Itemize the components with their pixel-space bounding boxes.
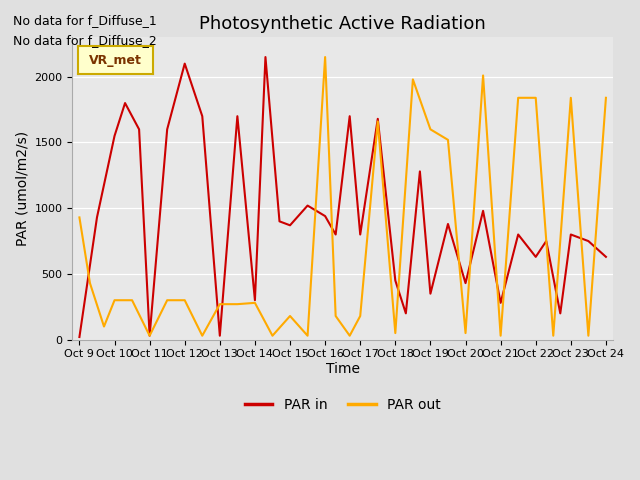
PAR out: [181, 297, 189, 303]
PAR in: [304, 203, 312, 208]
PAR in: [356, 232, 364, 238]
PAR out: [532, 95, 540, 101]
PAR in: [427, 291, 435, 297]
PAR out: [286, 313, 294, 319]
PAR out: [567, 95, 575, 101]
PAR out: [234, 301, 241, 307]
Text: No data for f_Diffuse_1: No data for f_Diffuse_1: [13, 14, 157, 27]
PAR out: [251, 300, 259, 306]
PAR in: [198, 113, 206, 119]
Line: PAR out: PAR out: [79, 57, 606, 336]
PAR in: [374, 116, 381, 122]
PAR out: [216, 301, 223, 307]
PAR out: [163, 297, 171, 303]
PAR in: [251, 297, 259, 303]
Line: PAR in: PAR in: [79, 57, 606, 337]
PAR in: [111, 133, 118, 139]
PAR out: [332, 313, 339, 319]
PAR out: [100, 324, 108, 329]
PAR in: [479, 208, 487, 214]
PAR in: [416, 168, 424, 174]
PAR out: [374, 119, 381, 124]
PAR in: [515, 232, 522, 238]
PAR in: [234, 113, 241, 119]
X-axis label: Time: Time: [326, 362, 360, 376]
PAR in: [532, 254, 540, 260]
PAR in: [332, 232, 339, 238]
PAR out: [444, 137, 452, 143]
PAR in: [163, 126, 171, 132]
PAR in: [93, 215, 101, 220]
PAR in: [556, 311, 564, 316]
PAR in: [262, 54, 269, 60]
PAR out: [549, 333, 557, 338]
PAR in: [584, 238, 592, 244]
PAR out: [346, 333, 353, 338]
PAR in: [567, 232, 575, 238]
PAR out: [602, 95, 610, 101]
PAR out: [461, 330, 469, 336]
PAR in: [276, 218, 284, 224]
PAR in: [76, 334, 83, 340]
PAR out: [86, 280, 94, 286]
PAR in: [543, 238, 550, 244]
PAR in: [121, 100, 129, 106]
PAR in: [392, 277, 399, 283]
PAR out: [304, 333, 312, 338]
Title: Photosynthetic Active Radiation: Photosynthetic Active Radiation: [199, 15, 486, 33]
PAR out: [515, 95, 522, 101]
PAR in: [346, 113, 353, 119]
PAR in: [497, 300, 504, 306]
PAR in: [602, 254, 610, 260]
PAR out: [111, 297, 118, 303]
PAR out: [479, 72, 487, 78]
Text: No data for f_Diffuse_2: No data for f_Diffuse_2: [13, 34, 157, 47]
PAR in: [444, 221, 452, 227]
PAR in: [402, 311, 410, 316]
PAR out: [128, 297, 136, 303]
PAR out: [409, 76, 417, 82]
PAR in: [135, 126, 143, 132]
PAR out: [497, 333, 504, 338]
PAR in: [216, 333, 223, 338]
PAR out: [76, 215, 83, 220]
PAR out: [392, 330, 399, 336]
Legend: PAR in, PAR out: PAR in, PAR out: [239, 392, 446, 418]
PAR out: [356, 313, 364, 319]
PAR out: [198, 333, 206, 338]
PAR out: [269, 333, 276, 338]
PAR out: [146, 333, 154, 338]
PAR in: [461, 280, 469, 286]
PAR in: [321, 213, 329, 219]
PAR in: [146, 333, 154, 338]
PAR in: [286, 222, 294, 228]
PAR in: [181, 61, 189, 67]
PAR out: [427, 126, 435, 132]
PAR out: [584, 333, 592, 338]
Y-axis label: PAR (umol/m2/s): PAR (umol/m2/s): [15, 131, 29, 246]
PAR out: [321, 54, 329, 60]
